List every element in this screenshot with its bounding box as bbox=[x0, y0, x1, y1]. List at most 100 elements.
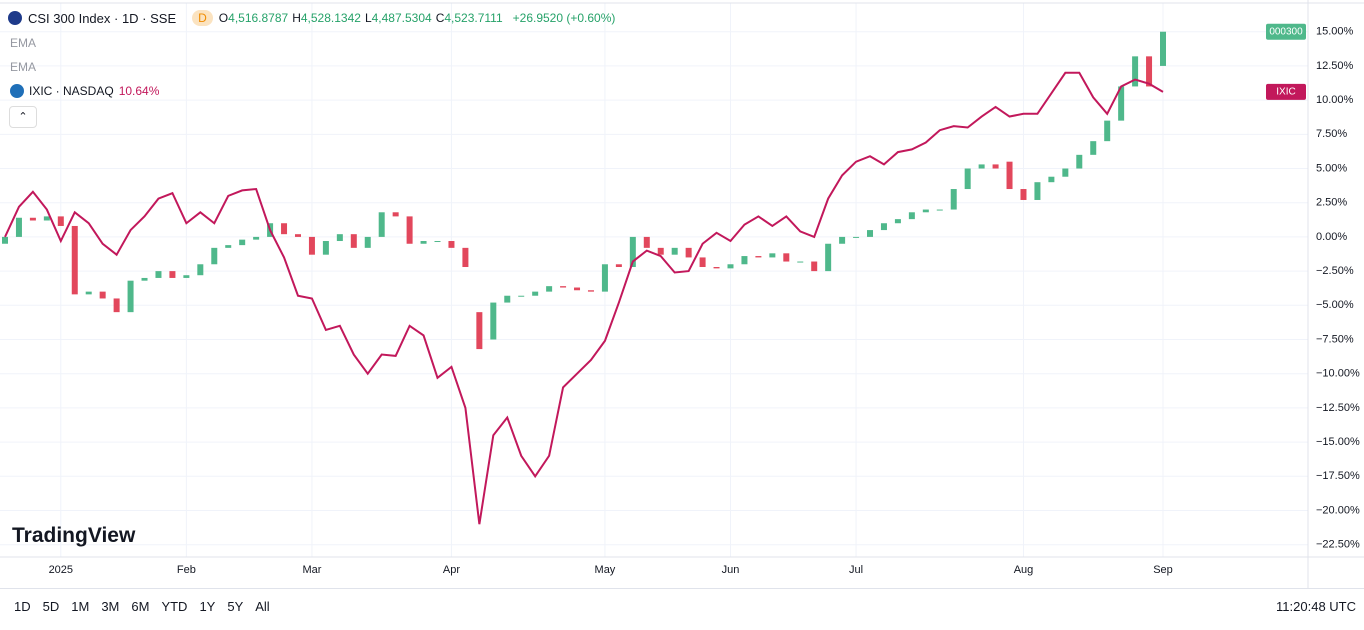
y-tick-label: 15.00% bbox=[1316, 26, 1354, 38]
candle-body bbox=[1104, 120, 1111, 142]
candle-body bbox=[197, 264, 204, 276]
candle-body bbox=[964, 168, 971, 190]
x-tick-label: Mar bbox=[302, 564, 321, 576]
range-button[interactable]: 1Y bbox=[199, 599, 216, 614]
candle-body bbox=[713, 267, 720, 269]
candle-body bbox=[671, 247, 678, 255]
candle-body bbox=[601, 264, 608, 292]
candle-body bbox=[43, 216, 50, 221]
y-tick-label: −12.50% bbox=[1316, 402, 1360, 414]
y-tick-label: 7.50% bbox=[1316, 128, 1347, 140]
y-tick-label: 12.50% bbox=[1316, 60, 1354, 72]
y-tick-label: −2.50% bbox=[1316, 265, 1354, 277]
range-button[interactable]: YTD bbox=[161, 599, 188, 614]
ohlc-key: C bbox=[435, 11, 445, 25]
candle-body bbox=[894, 219, 901, 224]
ohlc-value: 4,523.7111 bbox=[444, 11, 503, 25]
candle-body bbox=[1020, 189, 1027, 200]
candle-body bbox=[476, 312, 483, 350]
header: CSI 300 Index · 1D · SSE D O4,516.8787 H4… bbox=[8, 10, 615, 26]
compare-name[interactable]: IXIC · NASDAQ bbox=[29, 84, 114, 98]
candle-body bbox=[769, 253, 776, 258]
candle-body bbox=[685, 247, 692, 258]
candle-body bbox=[462, 247, 469, 268]
y-tick-label: −5.00% bbox=[1316, 299, 1354, 311]
candle-body bbox=[99, 291, 106, 299]
candle-body bbox=[1118, 86, 1125, 121]
candle-body bbox=[978, 164, 985, 169]
compare-legend: IXIC · NASDAQ 10.64% bbox=[10, 84, 159, 98]
range-button[interactable]: 5D bbox=[42, 599, 60, 614]
indicator[interactable]: EMA bbox=[10, 36, 37, 50]
candle-body bbox=[85, 291, 92, 295]
ohlc-key: H bbox=[292, 11, 301, 25]
candle-body bbox=[532, 291, 539, 296]
candle-body bbox=[490, 302, 497, 340]
candle-body bbox=[127, 280, 134, 313]
x-tick-label: Feb bbox=[177, 564, 196, 576]
candle-body bbox=[922, 209, 929, 213]
market-badge[interactable]: D bbox=[192, 10, 213, 26]
candle-body bbox=[294, 234, 301, 237]
candle-body bbox=[992, 164, 999, 169]
x-tick-label: Apr bbox=[443, 564, 460, 576]
range-button[interactable]: 1M bbox=[71, 599, 90, 614]
candle-body bbox=[727, 264, 734, 269]
candle-body bbox=[587, 290, 594, 292]
range-button[interactable]: 5Y bbox=[227, 599, 244, 614]
candle-body bbox=[2, 236, 8, 244]
candle-body bbox=[629, 236, 636, 268]
indicator[interactable]: EMA bbox=[10, 60, 37, 74]
ohlc: O4,516.8787 H4,528.1342 L4,487.5304 C4,523.… bbox=[219, 11, 507, 25]
y-tick-label: −7.50% bbox=[1316, 333, 1354, 345]
logo: TradingView bbox=[12, 524, 136, 547]
range-button[interactable]: 6M bbox=[131, 599, 150, 614]
candle-body bbox=[657, 247, 664, 255]
candle-body bbox=[825, 243, 832, 272]
range-buttons: 1D 5D 1M 3M 6M YTD 1Y 5Y All bbox=[14, 599, 270, 614]
range-button[interactable]: 1D bbox=[14, 599, 31, 614]
candle-body bbox=[504, 295, 511, 303]
collapse-button[interactable]: ⌃ bbox=[9, 106, 37, 128]
candle-body bbox=[797, 261, 804, 263]
clock: 11:20:48 UTC bbox=[1276, 599, 1356, 614]
candle-body bbox=[378, 212, 385, 237]
price-badge-label: IXIC bbox=[1276, 87, 1295, 98]
candle-body bbox=[936, 209, 943, 211]
candle-body bbox=[336, 234, 343, 242]
candle-body bbox=[141, 277, 148, 281]
compare-icon bbox=[10, 84, 24, 98]
candle-body bbox=[15, 217, 22, 237]
candle-body bbox=[281, 223, 288, 235]
range-button[interactable]: All bbox=[255, 599, 270, 614]
candle-body bbox=[169, 271, 176, 278]
ohlc-value: 4,516.8787 bbox=[228, 11, 289, 25]
candle-body bbox=[239, 239, 246, 246]
candle-body bbox=[1076, 154, 1083, 169]
chart: 2025 Feb Mar Apr May Jun Jul Aug Sep 15.00% 12.50%… bbox=[0, 0, 1364, 588]
candle-body bbox=[1146, 56, 1153, 87]
y-tick-label: 0.00% bbox=[1316, 231, 1347, 243]
range-button[interactable]: 3M bbox=[101, 599, 120, 614]
candle-body bbox=[29, 217, 36, 221]
candle-body bbox=[699, 257, 706, 268]
x-tick-label: May bbox=[595, 564, 616, 576]
y-tick-label: −20.00% bbox=[1316, 504, 1360, 516]
symbol-title[interactable]: CSI 300 Index · 1D · SSE bbox=[28, 10, 177, 26]
candle-body bbox=[1132, 56, 1139, 87]
candle-body bbox=[1034, 182, 1041, 200]
candle-body bbox=[755, 256, 762, 258]
candle-body bbox=[867, 230, 874, 237]
ohlc-value: 4,487.5304 bbox=[371, 11, 432, 25]
candle-body bbox=[448, 241, 455, 248]
y-tick-label: 10.00% bbox=[1316, 94, 1354, 106]
candle-body bbox=[546, 286, 553, 292]
candle-body bbox=[308, 236, 315, 255]
y-tick-label: −17.50% bbox=[1316, 470, 1360, 482]
bottom-toolbar: 1D 5D 1M 3M 6M YTD 1Y 5Y All 11:20:48 UTC bbox=[0, 588, 1364, 623]
candle-body bbox=[908, 212, 915, 220]
candle-body bbox=[839, 236, 846, 244]
x-tick-label: Sep bbox=[1153, 564, 1173, 576]
y-tick-label: −22.50% bbox=[1316, 539, 1360, 551]
